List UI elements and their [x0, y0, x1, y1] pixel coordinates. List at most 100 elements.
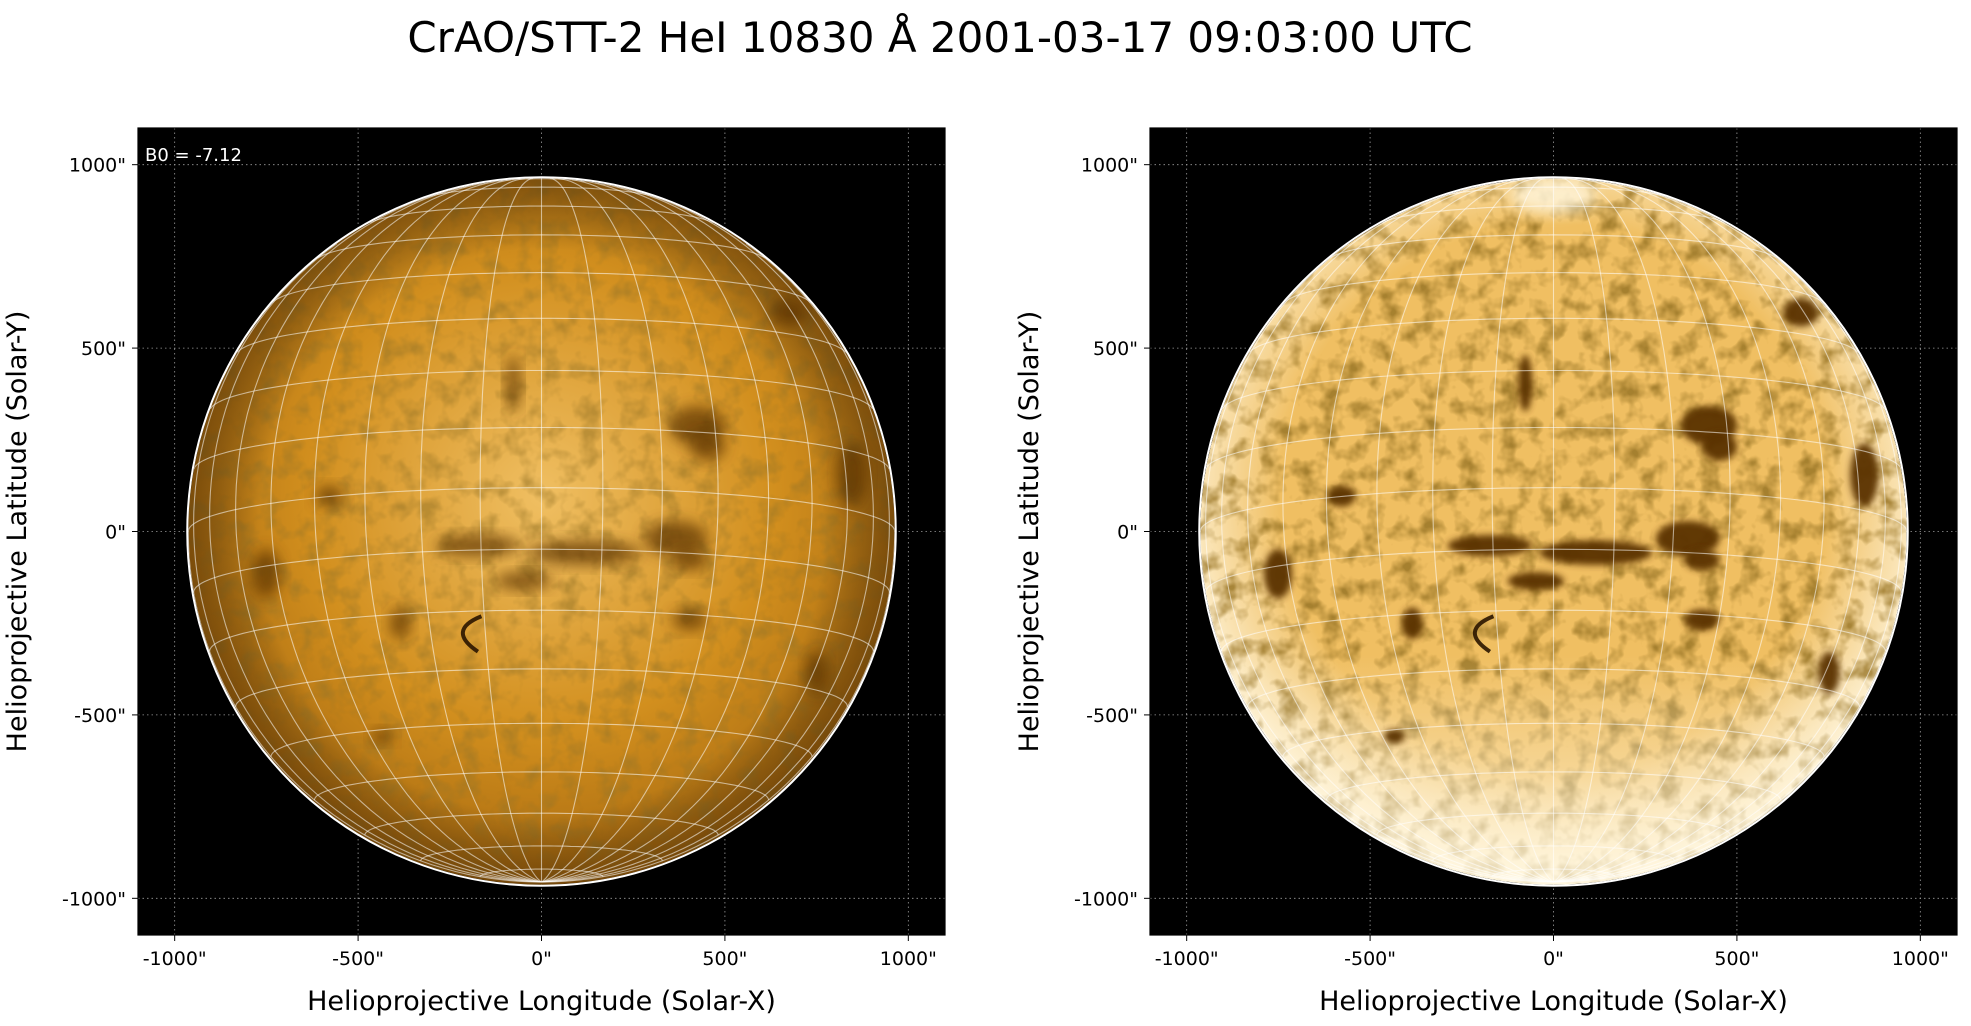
x-axis-label: Helioprojective Longitude (Solar-X) [307, 986, 776, 1017]
dark-feature [435, 535, 521, 557]
x-tick-label: -500" [332, 948, 384, 970]
dark-feature [1684, 609, 1720, 631]
dark-feature [506, 354, 521, 412]
dark-feature [1684, 549, 1720, 571]
y-tick-label: 1000" [1081, 155, 1138, 177]
dark-feature [1850, 443, 1879, 507]
longitude-line [1221, 196, 1554, 883]
longitude-line [541, 179, 770, 883]
x-axis-label: Helioprojective Longitude (Solar-X) [1319, 986, 1788, 1017]
dark-feature [672, 609, 708, 631]
panel-original: -1000" -500" 0" 500" 1000" 1000" 500" 0" -500" -1… [2, 127, 946, 1017]
dark-feature [806, 651, 828, 694]
longitude-line [541, 178, 604, 883]
dark-feature [838, 443, 867, 507]
y-axis-label: Helioprojective Latitude (Solar-Y) [2, 311, 33, 753]
x-tick-label: 1000" [880, 948, 937, 970]
longitude-line [1376, 179, 1554, 883]
figure-title: CrAO/STT-2 HeI 10830 Å 2001-03-17 09:03:… [407, 12, 1472, 62]
dark-feature [643, 520, 708, 557]
y-tick-label: -500" [74, 705, 126, 727]
longitude-line [1553, 243, 1902, 883]
longitude-line [209, 196, 542, 883]
longitude-line [1282, 182, 1554, 883]
y-axis-label: Helioprojective Latitude (Solar-Y) [1014, 311, 1045, 753]
x-tick-label: 1000" [1892, 948, 1949, 970]
longitude-line [1325, 179, 1554, 883]
x-tick-label: 0" [531, 948, 552, 970]
dark-feature [389, 607, 411, 640]
longitude-line [1432, 178, 1554, 883]
dark-feature [1383, 729, 1406, 744]
dark-feature [1507, 572, 1565, 590]
x-tick-label: 500" [702, 948, 747, 970]
longitude-line [1491, 178, 1554, 883]
longitude-line [1553, 185, 1860, 883]
dark-feature [1518, 354, 1533, 412]
y-tick-label: 1000" [69, 155, 126, 177]
solar-disk-image [188, 178, 895, 885]
dark-feature [1818, 651, 1840, 694]
x-tick-label: -1000" [1155, 948, 1219, 970]
longitude-line [1553, 531, 1907, 883]
heliographic-grid [188, 178, 895, 883]
curved-filament [460, 614, 483, 654]
dark-feature [371, 729, 394, 744]
longitude-line [479, 178, 542, 883]
dark-feature [1447, 535, 1533, 557]
y-tick-label: -1000" [62, 888, 126, 910]
longitude-line [420, 178, 542, 883]
y-tick-label: 0" [105, 522, 126, 544]
longitude-line [1553, 178, 1675, 883]
panel-enhanced: -1000" -500" 0" 500" 1000" 1000" 500" 0" -500" -1… [1014, 127, 1958, 1017]
x-tick-label: -500" [1344, 948, 1396, 970]
longitude-line [1553, 179, 1731, 883]
dark-feature [251, 549, 281, 599]
longitude-line [1200, 531, 1554, 883]
solar-limb [186, 176, 897, 887]
dark-feature [1655, 520, 1720, 557]
y-tick-label: 0" [1117, 522, 1138, 544]
longitude-line [270, 182, 542, 883]
x-tick-label: 500" [1714, 948, 1759, 970]
x-tick-label: 0" [1543, 948, 1564, 970]
solar-disk-image [1200, 178, 1907, 885]
y-tick-label: 500" [1093, 338, 1138, 360]
dark-feature [689, 432, 726, 461]
longitude-line [193, 243, 542, 883]
longitude-line [1553, 179, 1782, 883]
longitude-line [541, 179, 719, 883]
dark-feature [1783, 298, 1819, 327]
longitude-line [541, 182, 813, 883]
x-tick-label: -1000" [143, 948, 207, 970]
longitude-line [188, 531, 542, 883]
curved-filament [1472, 614, 1495, 654]
dark-feature [1401, 607, 1423, 640]
y-tick-label: 500" [81, 338, 126, 360]
dark-feature [1263, 549, 1293, 599]
longitude-line [1247, 185, 1554, 883]
dark-features [251, 298, 867, 744]
dark-feature [771, 298, 807, 327]
longitude-line [1205, 243, 1554, 883]
longitude-line [541, 243, 890, 883]
y-tick-label: -500" [1086, 705, 1138, 727]
longitude-line [541, 531, 895, 883]
dark-feature [527, 540, 641, 566]
longitude-line [235, 185, 542, 883]
dark-feature [495, 572, 553, 590]
y-tick-label: -1000" [1074, 888, 1138, 910]
longitude-line [541, 178, 663, 883]
solar-limb [1198, 176, 1909, 887]
longitude-line [541, 196, 874, 883]
heliographic-grid [1200, 178, 1907, 883]
longitude-line [364, 179, 542, 883]
dark-feature [672, 549, 708, 571]
longitude-line [1553, 196, 1886, 883]
longitude-line [541, 185, 848, 883]
dark-feature [1539, 540, 1653, 566]
longitude-line [313, 179, 542, 883]
dark-feature [1701, 432, 1738, 461]
